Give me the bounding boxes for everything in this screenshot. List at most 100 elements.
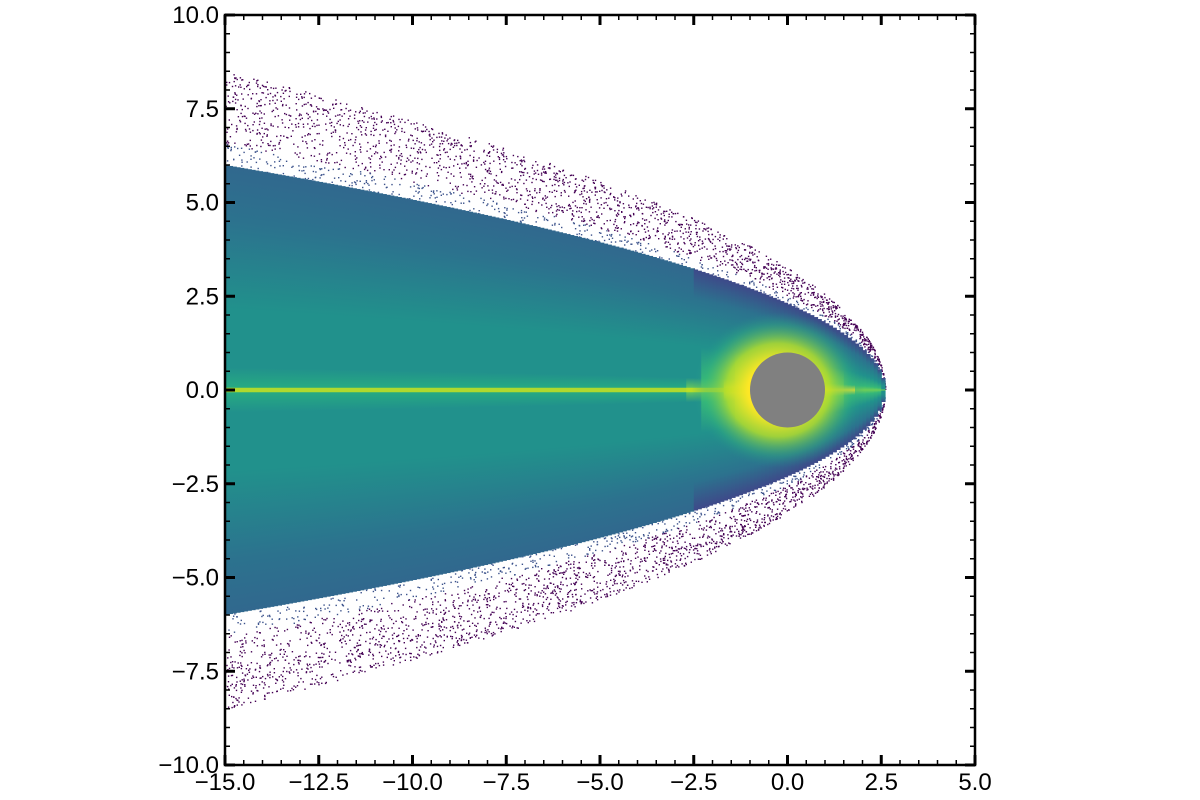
density-speck bbox=[797, 483, 799, 485]
density-speck bbox=[547, 570, 550, 572]
density-speck bbox=[458, 597, 460, 599]
density-speck bbox=[558, 602, 561, 605]
density-speck bbox=[416, 137, 418, 140]
density-speck bbox=[301, 136, 303, 138]
density-speck bbox=[605, 583, 607, 585]
density-speck bbox=[676, 527, 679, 529]
density-speck bbox=[619, 234, 621, 236]
density-speck bbox=[269, 627, 271, 630]
density-speck bbox=[535, 609, 538, 611]
density-speck bbox=[679, 223, 681, 226]
density-speck bbox=[498, 157, 501, 159]
density-speck bbox=[551, 591, 553, 594]
density-speck bbox=[437, 154, 439, 156]
density-speck bbox=[528, 603, 530, 605]
density-speck bbox=[663, 220, 666, 223]
density-speck bbox=[269, 100, 271, 102]
density-speck bbox=[761, 521, 763, 523]
density-speck bbox=[561, 210, 563, 212]
density-speck bbox=[366, 631, 368, 634]
density-speck bbox=[562, 211, 564, 213]
density-speck bbox=[835, 464, 837, 466]
density-speck bbox=[635, 538, 637, 540]
density-speck bbox=[782, 287, 784, 289]
density-speck bbox=[456, 144, 458, 147]
density-speck bbox=[339, 145, 341, 147]
density-speck bbox=[312, 629, 314, 631]
density-speck bbox=[574, 589, 576, 591]
density-speck bbox=[374, 589, 377, 591]
density-speck bbox=[556, 607, 559, 610]
density-speck bbox=[844, 460, 846, 462]
density-speck bbox=[521, 563, 524, 565]
density-speck bbox=[370, 133, 372, 136]
density-speck bbox=[870, 344, 872, 346]
density-speck bbox=[838, 306, 841, 309]
density-speck bbox=[493, 179, 496, 181]
density-speck bbox=[703, 527, 705, 529]
density-speck bbox=[783, 273, 785, 275]
density-speck bbox=[737, 270, 739, 272]
density-speck bbox=[873, 423, 876, 426]
density-speck bbox=[474, 581, 476, 583]
density-speck bbox=[614, 567, 616, 569]
density-speck bbox=[654, 537, 656, 540]
density-speck bbox=[457, 593, 459, 595]
density-speck bbox=[252, 112, 254, 114]
density-speck bbox=[359, 644, 361, 646]
density-speck bbox=[430, 578, 432, 581]
density-speck bbox=[415, 172, 418, 174]
density-speck bbox=[665, 528, 668, 531]
density-speck bbox=[371, 619, 373, 621]
density-speck bbox=[558, 605, 560, 607]
density-speck bbox=[669, 247, 672, 249]
density-speck bbox=[343, 113, 346, 115]
density-speck bbox=[697, 558, 700, 560]
density-speck bbox=[340, 159, 343, 162]
density-speck bbox=[582, 220, 585, 223]
density-speck bbox=[269, 662, 271, 664]
density-speck bbox=[287, 690, 289, 692]
density-speck bbox=[373, 134, 375, 137]
density-speck bbox=[638, 536, 640, 538]
density-speck bbox=[530, 560, 532, 562]
density-speck bbox=[550, 592, 552, 594]
density-speck bbox=[527, 621, 529, 624]
density-speck bbox=[700, 512, 702, 515]
density-speck bbox=[359, 653, 361, 655]
density-speck bbox=[340, 109, 343, 111]
density-speck bbox=[724, 543, 727, 545]
density-speck bbox=[588, 201, 591, 203]
density-speck bbox=[347, 611, 350, 613]
density-speck bbox=[316, 640, 318, 642]
density-speck bbox=[855, 340, 858, 343]
density-speck bbox=[637, 580, 640, 583]
density-speck bbox=[583, 602, 585, 605]
density-speck bbox=[723, 533, 725, 535]
density-speck bbox=[282, 92, 285, 94]
density-speck bbox=[474, 573, 476, 576]
density-speck bbox=[846, 333, 848, 335]
density-speck bbox=[843, 467, 845, 469]
density-speck bbox=[544, 172, 546, 174]
density-speck bbox=[680, 530, 682, 532]
density-speck bbox=[558, 185, 560, 187]
density-speck bbox=[743, 268, 745, 270]
density-speck bbox=[671, 235, 674, 237]
density-speck bbox=[569, 181, 571, 183]
density-speck bbox=[803, 474, 805, 476]
density-speck bbox=[651, 546, 653, 548]
density-speck bbox=[421, 644, 423, 646]
density-speck bbox=[742, 515, 745, 517]
density-speck bbox=[281, 89, 283, 91]
density-speck bbox=[832, 305, 834, 307]
density-speck bbox=[826, 481, 828, 483]
density-speck bbox=[379, 603, 381, 606]
density-speck bbox=[572, 174, 575, 177]
density-speck bbox=[453, 165, 455, 167]
density-speck bbox=[844, 324, 846, 326]
density-speck bbox=[259, 117, 261, 120]
density-speck bbox=[357, 120, 359, 122]
density-speck bbox=[264, 651, 266, 654]
density-speck bbox=[784, 505, 786, 507]
